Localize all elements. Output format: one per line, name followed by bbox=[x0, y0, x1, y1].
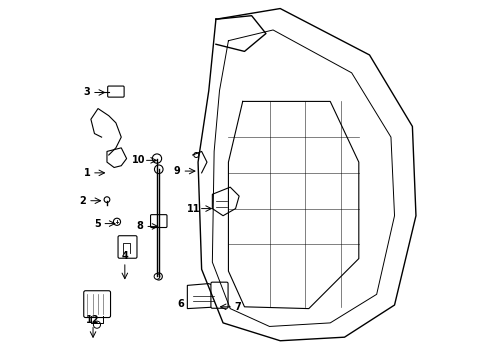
Text: 7: 7 bbox=[234, 302, 241, 312]
Text: 12: 12 bbox=[86, 315, 100, 325]
Polygon shape bbox=[187, 284, 219, 309]
Polygon shape bbox=[212, 187, 239, 216]
Circle shape bbox=[193, 153, 198, 157]
Circle shape bbox=[154, 165, 163, 174]
Polygon shape bbox=[107, 148, 126, 167]
Text: 9: 9 bbox=[174, 166, 181, 176]
Text: 2: 2 bbox=[80, 196, 86, 206]
FancyBboxPatch shape bbox=[83, 291, 110, 318]
Text: 5: 5 bbox=[94, 219, 101, 229]
Circle shape bbox=[152, 154, 162, 163]
Circle shape bbox=[155, 273, 162, 280]
Circle shape bbox=[113, 218, 121, 225]
Text: 3: 3 bbox=[83, 87, 90, 98]
FancyBboxPatch shape bbox=[210, 282, 227, 308]
Circle shape bbox=[93, 321, 101, 328]
Text: 1: 1 bbox=[83, 168, 90, 178]
Circle shape bbox=[104, 197, 110, 203]
Text: 11: 11 bbox=[186, 203, 200, 213]
Circle shape bbox=[154, 274, 160, 279]
Text: 4: 4 bbox=[121, 251, 128, 261]
Text: 6: 6 bbox=[177, 299, 184, 309]
Text: 10: 10 bbox=[132, 156, 145, 165]
FancyBboxPatch shape bbox=[150, 215, 166, 228]
FancyBboxPatch shape bbox=[107, 86, 124, 97]
FancyBboxPatch shape bbox=[118, 236, 137, 258]
Text: 8: 8 bbox=[137, 221, 143, 231]
